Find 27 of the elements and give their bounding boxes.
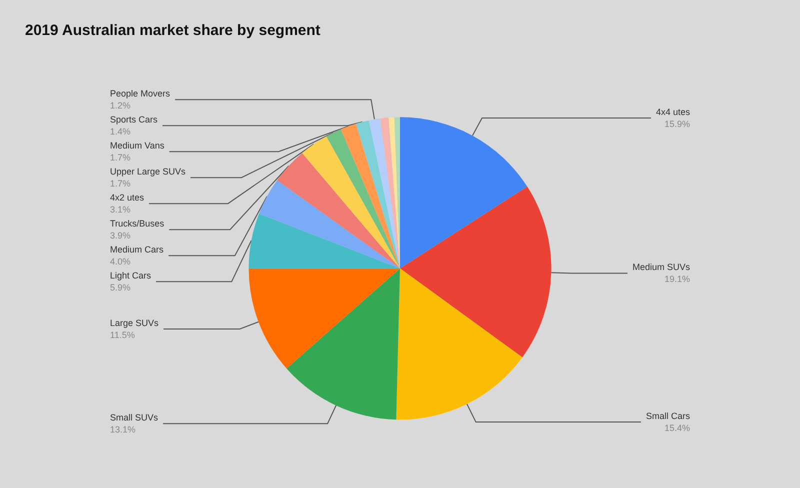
data-label: 4.0%	[110, 256, 131, 267]
slice-label: Light Cars	[110, 270, 152, 281]
data-label: 1.2%	[110, 100, 131, 111]
chart-title: 2019 Australian market share by segment	[25, 22, 320, 39]
slice-label: 4x2 utes	[110, 192, 145, 203]
slice-label: 4x4 utes	[656, 107, 690, 118]
data-label: 3.1%	[110, 204, 131, 215]
data-label: 15.9%	[664, 119, 690, 130]
data-label: 1.7%	[110, 152, 131, 163]
data-label: 1.7%	[110, 178, 131, 189]
slice-label: People Movers	[110, 88, 171, 99]
data-label: 15.4%	[664, 422, 690, 433]
slice-label: Small Cars	[646, 410, 690, 421]
slice-label: Medium SUVs	[632, 262, 690, 272]
slice-label: Upper Large SUVs	[110, 166, 186, 177]
slice-label: Medium Cars	[110, 244, 164, 255]
data-label: 5.9%	[110, 282, 131, 293]
data-label: 13.1%	[110, 424, 136, 435]
slice-label: Large SUVs	[110, 318, 160, 328]
data-label: 11.5%	[110, 330, 135, 340]
slice-label: Medium Vans	[110, 140, 165, 151]
slice-label: Sports Cars	[110, 114, 158, 125]
slice-label: Trucks/Buses	[110, 218, 165, 229]
data-label: 19.1%	[664, 274, 690, 284]
slice-label: Small SUVs	[110, 412, 159, 423]
data-label: 1.4%	[110, 126, 131, 137]
data-label: 3.9%	[110, 230, 131, 241]
